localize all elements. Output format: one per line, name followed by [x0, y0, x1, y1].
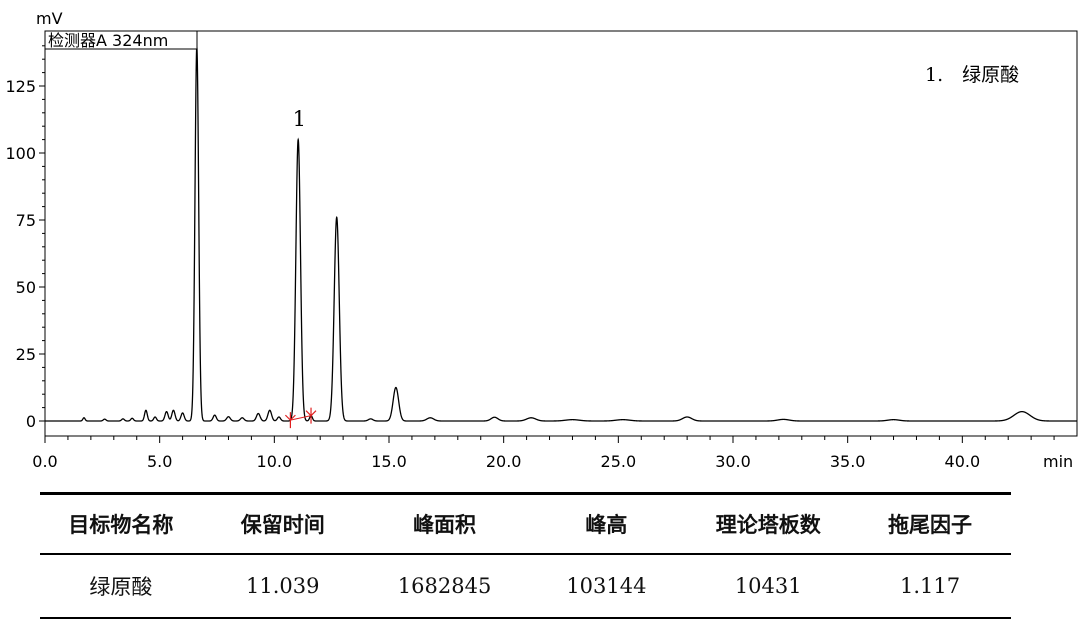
plate-count-cell: 10431: [687, 554, 850, 619]
integration-baseline: [290, 415, 312, 421]
integration-mark-arm: [310, 410, 317, 417]
header-cell: 理论塔板数: [687, 492, 850, 555]
detector-label-box: [44, 30, 198, 50]
x-tick-label: 20.0: [486, 452, 522, 471]
peak-area-cell: 1682845: [363, 554, 526, 619]
legend-entry: 1. 绿原酸: [925, 64, 1019, 86]
compound-name-cell: 绿原酸: [40, 554, 202, 619]
header-cell: 目标物名称: [40, 492, 202, 555]
x-tick-label: 25.0: [601, 452, 637, 471]
y-tick-label: 0: [26, 412, 36, 431]
x-tick-label: 5.0: [147, 452, 172, 471]
y-tick-label: 75: [16, 211, 36, 230]
x-tick-label: 30.0: [715, 452, 751, 471]
table-row: 绿原酸 11.039 1682845 103144 10431 1.117: [40, 554, 1011, 619]
x-tick-label: 10.0: [257, 452, 293, 471]
y-tick-label: 25: [16, 345, 36, 364]
integration-mark-arm: [284, 414, 291, 421]
x-tick-label: 40.0: [945, 452, 981, 471]
x-tick-label: 15.0: [371, 452, 407, 471]
chromatogram-trace: [45, 47, 1077, 422]
header-cell: 峰高: [525, 492, 688, 555]
chromatogram-chart: 0 25 50 75 100 125 0.0 5.0 10.0 15.0 20.0 25.0 30.0…: [5, 9, 1078, 471]
detector-label: 检测器A 324nm: [48, 31, 168, 50]
integration-mark-arm: [305, 410, 312, 417]
x-axis: 0.0 5.0 10.0 15.0 20.0 25.0 30.0 35.0 40.0: [32, 436, 1055, 471]
x-tick-label: 35.0: [830, 452, 866, 471]
header-cell: 拖尾因子: [849, 492, 1011, 555]
integration-marks: [284, 407, 317, 429]
table-header-row: 目标物名称 保留时间 峰面积 峰高 理论塔板数 拖尾因子: [40, 492, 1011, 555]
peak-label: 1: [293, 107, 306, 131]
x-tick-label: 0.0: [32, 452, 57, 471]
trace-layer: [45, 47, 1077, 422]
header-cell: 保留时间: [201, 492, 364, 555]
plot-frame: [44, 30, 1078, 437]
x-axis-unit: min: [1043, 452, 1073, 471]
y-axis-unit: mV: [36, 9, 63, 28]
y-tick-label: 125: [5, 77, 36, 96]
integration-mark-arm: [289, 414, 296, 421]
y-tick-label: 100: [5, 144, 36, 163]
results-table: 目标物名称 保留时间 峰面积 峰高 理论塔板数 拖尾因子 绿原酸 11.039 …: [40, 492, 1011, 619]
y-tick-label: 50: [16, 278, 36, 297]
y-axis: 0 25 50 75 100 125: [5, 45, 45, 431]
peak-height-cell: 103144: [525, 554, 688, 619]
header-cell: 峰面积: [363, 492, 526, 555]
retention-time-cell: 11.039: [201, 554, 364, 619]
tailing-factor-cell: 1.117: [849, 554, 1011, 619]
